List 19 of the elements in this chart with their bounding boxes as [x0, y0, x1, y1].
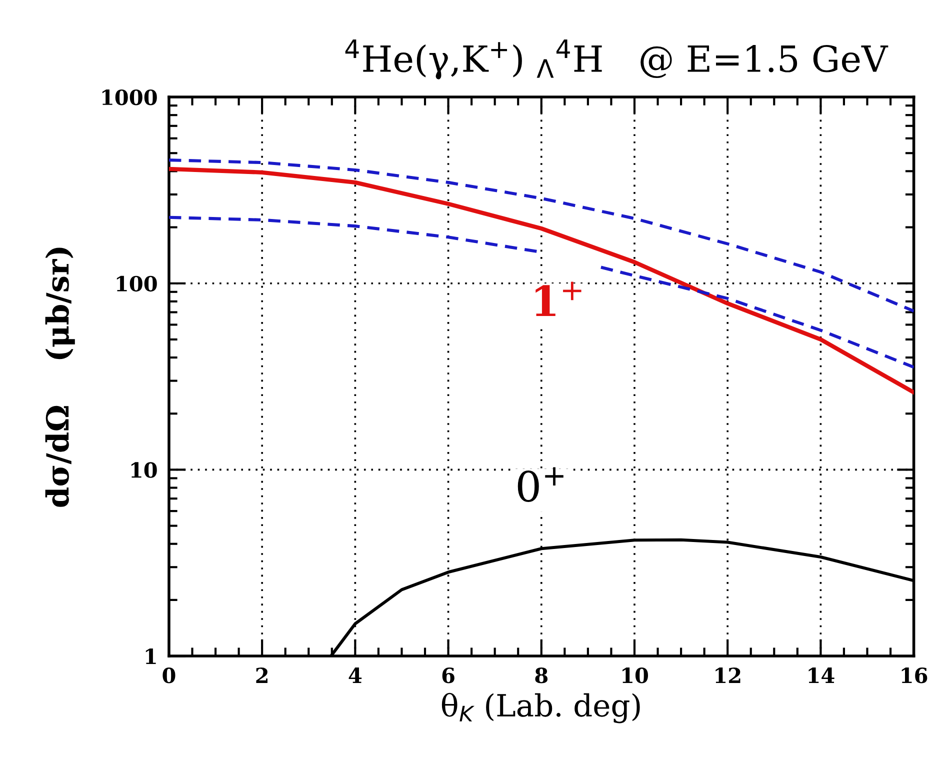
y-tick-label: 1: [146, 648, 156, 664]
line-series: [168, 166, 914, 394]
x-tick-label: 2: [256, 668, 268, 683]
x-tick-label: 4: [348, 668, 362, 683]
chart-title: $^{4}$He(γ,K$^{+}$) $_{Λ}$$^{4}$H @ E=1.5 GeV: [345, 40, 888, 80]
y-axis-title: dσ/dΩ (μb/sr): [45, 248, 75, 507]
x-tick-label: 16: [902, 668, 928, 684]
series-label: 1$^{+}$: [536, 282, 582, 316]
x-tick-label: 8: [535, 668, 548, 684]
x-tick-label: 0: [162, 668, 176, 684]
x-tick-label: 6: [442, 668, 454, 684]
x-tick-label: 12: [716, 668, 740, 683]
x-tick-label: 14: [808, 668, 834, 683]
y-tick-label: 100: [116, 276, 157, 292]
x-tick-label: 10: [622, 668, 648, 684]
y-tick-label: 1000: [102, 89, 157, 106]
series-label: 0$^{+}$: [518, 467, 564, 502]
x-axis-title: θ$_{K}$ (Lab. deg): [442, 692, 640, 724]
y-tick-label: 10: [131, 462, 157, 478]
